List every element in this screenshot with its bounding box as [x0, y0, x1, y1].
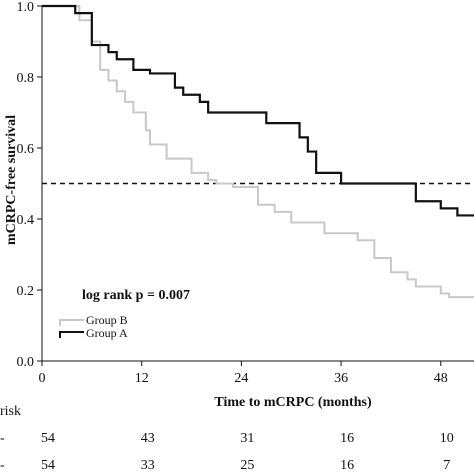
y-tick-label: 0.2 — [17, 284, 35, 299]
risk-count-cell: 54 — [41, 458, 55, 473]
x-axis-ticks: 0 12 24 36 48 — [39, 361, 448, 386]
survival-curve-group-b — [42, 5, 474, 299]
x-tick-label: 36 — [334, 371, 348, 386]
survival-curves — [42, 4, 474, 299]
risk-row-1-marker: - — [0, 431, 5, 446]
x-axis-title: Time to mCRPC (months) — [214, 395, 372, 410]
risk-table-title: risk — [0, 404, 21, 419]
x-tick-label: 24 — [234, 371, 248, 386]
risk-count-cell: 54 — [41, 431, 55, 446]
risk-count-cell: 10 — [440, 431, 454, 446]
x-tick-label: 0 — [39, 371, 46, 386]
y-tick-label: 0.4 — [17, 213, 35, 228]
risk-count-cell: 43 — [141, 431, 155, 446]
risk-count-cell: 25 — [240, 458, 254, 473]
x-tick-label: 12 — [135, 371, 149, 386]
risk-count-cell: 16 — [340, 431, 354, 446]
y-tick-label: 0.6 — [17, 142, 35, 157]
x-tick-label: 48 — [434, 371, 448, 386]
legend-label-group-b: Group B — [86, 313, 128, 327]
risk-table: risk - - 54 43 31 16 10 54 33 25 16 7 — [0, 404, 454, 473]
legend-swatch-group-a — [59, 331, 84, 338]
y-axis-title: mCRPC-free survival — [4, 115, 19, 245]
y-tick-label: 0.0 — [17, 355, 35, 370]
logrank-annotation: log rank p = 0.007 — [82, 288, 190, 303]
y-axis-ticks: 0.0 0.2 0.4 0.6 0.8 1.0 — [17, 0, 42, 370]
risk-count-cell: 31 — [240, 431, 254, 446]
legend-swatch-group-b — [59, 319, 84, 326]
risk-count-cell: 16 — [340, 458, 354, 473]
survival-curve-group-a — [42, 4, 474, 217]
risk-table-cells: 54 43 31 16 10 54 33 25 16 7 — [41, 431, 454, 473]
risk-count-cell: 7 — [443, 458, 450, 473]
y-tick-label: 1.0 — [17, 0, 35, 15]
legend-label-group-a: Group A — [86, 326, 128, 340]
risk-count-cell: 33 — [141, 458, 155, 473]
risk-row-2-marker: - — [0, 458, 5, 473]
y-tick-label: 0.8 — [17, 71, 35, 86]
legend: Group B Group A — [59, 313, 128, 340]
